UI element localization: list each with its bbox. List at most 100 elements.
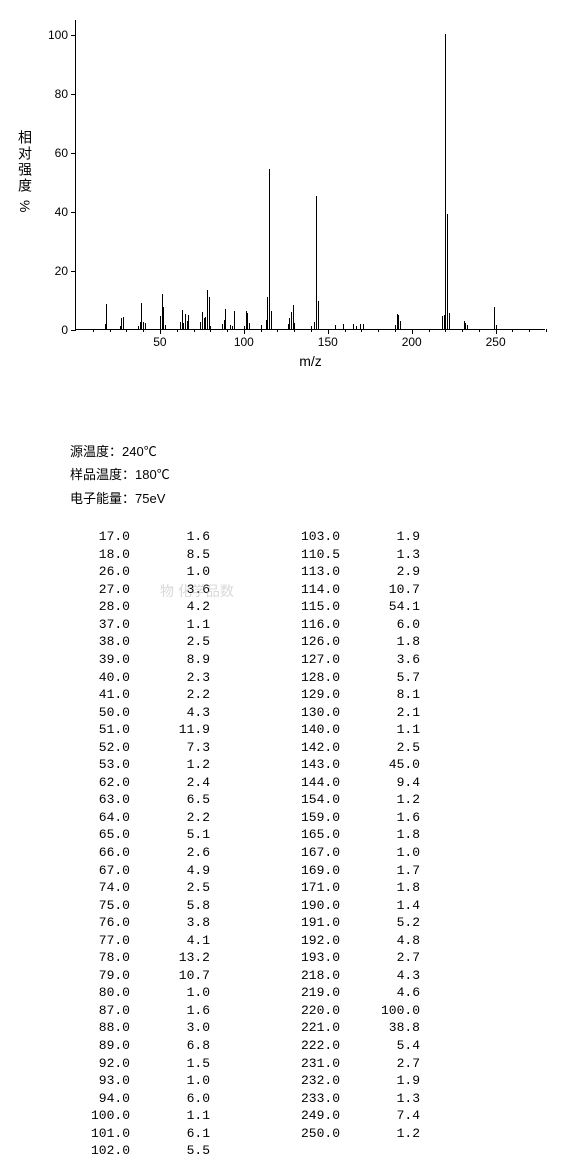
intensity-cell: 2.2 (130, 809, 210, 827)
intensity-cell: 1.1 (130, 1107, 210, 1125)
mz-cell: 232.0 (210, 1072, 340, 1090)
mz-cell: 165.0 (210, 826, 340, 844)
sample-temp-row: 样品温度：180℃ (70, 463, 570, 486)
mz-cell: 115.0 (210, 598, 340, 616)
spectrum-peak (188, 315, 189, 329)
mz-cell: 74.0 (40, 879, 130, 897)
sample-temp-value: 180℃ (135, 467, 170, 482)
table-row: 38.02.5126.01.8 (40, 633, 570, 651)
intensity-cell: 2.9 (340, 563, 420, 581)
mz-cell: 37.0 (40, 616, 130, 634)
intensity-cell: 3.6 (340, 651, 420, 669)
electron-energy-row: 电子能量：75eV (70, 487, 570, 510)
spectrum-peak (249, 323, 250, 329)
table-row: 39.08.9127.03.6 (40, 651, 570, 669)
intensity-cell: 38.8 (340, 1019, 420, 1037)
intensity-cell: 3.6 (130, 581, 210, 599)
table-row: 37.01.1116.06.0 (40, 616, 570, 634)
intensity-cell: 1.9 (340, 528, 420, 546)
table-row: 67.04.9169.01.7 (40, 862, 570, 880)
y-tick-label: 20 (46, 264, 76, 278)
intensity-cell: 5.4 (340, 1037, 420, 1055)
spectrum-peak (123, 317, 124, 329)
intensity-cell: 4.3 (340, 967, 420, 985)
source-temp-value: 240℃ (122, 444, 157, 459)
intensity-cell: 9.4 (340, 774, 420, 792)
table-row: 50.04.3130.02.1 (40, 704, 570, 722)
mz-cell: 92.0 (40, 1055, 130, 1073)
intensity-cell: 1.2 (130, 756, 210, 774)
intensity-cell: 4.3 (130, 704, 210, 722)
intensity-cell: 5.2 (340, 914, 420, 932)
spectrum-peak (335, 325, 336, 329)
table-row: 93.01.0232.01.9 (40, 1072, 570, 1090)
table-row: 100.01.1249.07.4 (40, 1107, 570, 1125)
table-row: 65.05.1165.01.8 (40, 826, 570, 844)
intensity-cell: 1.7 (340, 862, 420, 880)
y-tick-label: 80 (46, 87, 76, 101)
mz-cell: 66.0 (40, 844, 130, 862)
intensity-cell: 1.9 (340, 1072, 420, 1090)
intensity-cell: 2.4 (130, 774, 210, 792)
spectrum-peak (343, 324, 344, 329)
spectrum-peak (400, 321, 401, 329)
mz-cell: 27.0 (40, 581, 130, 599)
spectrum-peak (360, 324, 361, 329)
table-row: 87.01.6220.0100.0 (40, 1002, 570, 1020)
mz-cell: 100.0 (40, 1107, 130, 1125)
table-row: 63.06.5154.01.2 (40, 791, 570, 809)
intensity-cell: 1.1 (340, 721, 420, 739)
electron-energy-label: 电子能量： (70, 491, 135, 506)
mz-cell: 51.0 (40, 721, 130, 739)
intensity-cell: 6.0 (340, 616, 420, 634)
spectrum-peak (311, 326, 312, 329)
intensity-cell: 1.3 (340, 1090, 420, 1108)
spectrum-peak (496, 325, 497, 329)
intensity-cell: 1.2 (340, 1125, 420, 1143)
mz-cell: 110.5 (210, 546, 340, 564)
table-row: 18.08.5110.51.3 (40, 546, 570, 564)
intensity-cell: 1.8 (340, 879, 420, 897)
intensity-cell: 45.0 (340, 756, 420, 774)
table-row: 27.03.6114.010.7 (40, 581, 570, 599)
mz-cell: 159.0 (210, 809, 340, 827)
sample-temp-label: 样品温度： (70, 467, 135, 482)
intensity-cell: 13.2 (130, 949, 210, 967)
mz-cell: 41.0 (40, 686, 130, 704)
table-row: 77.04.1192.04.8 (40, 932, 570, 950)
table-row: 41.02.2129.08.1 (40, 686, 570, 704)
intensity-cell: 4.2 (130, 598, 210, 616)
intensity-cell: 1.0 (130, 563, 210, 581)
intensity-cell: 11.9 (130, 721, 210, 739)
y-tick-label: 0 (46, 323, 76, 337)
intensity-cell: 6.1 (130, 1125, 210, 1143)
table-row: 89.06.8222.05.4 (40, 1037, 570, 1055)
mz-cell: 171.0 (210, 879, 340, 897)
table-row: 78.013.2193.02.7 (40, 949, 570, 967)
x-axis-label: m/z (299, 353, 322, 369)
mz-cell: 116.0 (210, 616, 340, 634)
mz-cell: 140.0 (210, 721, 340, 739)
mz-cell: 220.0 (210, 1002, 340, 1020)
table-row: 88.03.0221.038.8 (40, 1019, 570, 1037)
intensity-cell: 1.6 (130, 528, 210, 546)
table-row: 102.05.5 (40, 1142, 570, 1160)
intensity-cell: 1.6 (130, 1002, 210, 1020)
intensity-cell: 4.6 (340, 984, 420, 1002)
intensity-cell: 7.4 (340, 1107, 420, 1125)
intensity-cell: 8.5 (130, 546, 210, 564)
mz-cell: 142.0 (210, 739, 340, 757)
source-temp-row: 源温度：240℃ (70, 440, 570, 463)
x-tick-label: 100 (234, 329, 254, 349)
y-axis-label-pct: % (17, 200, 33, 212)
intensity-cell (340, 1142, 420, 1160)
spectrum-peak (356, 326, 357, 329)
mz-cell: 63.0 (40, 791, 130, 809)
mz-cell: 64.0 (40, 809, 130, 827)
mz-cell: 67.0 (40, 862, 130, 880)
intensity-cell: 5.5 (130, 1142, 210, 1160)
intensity-cell: 6.0 (130, 1090, 210, 1108)
intensity-cell: 1.1 (130, 616, 210, 634)
mz-cell: 50.0 (40, 704, 130, 722)
mz-cell: 79.0 (40, 967, 130, 985)
